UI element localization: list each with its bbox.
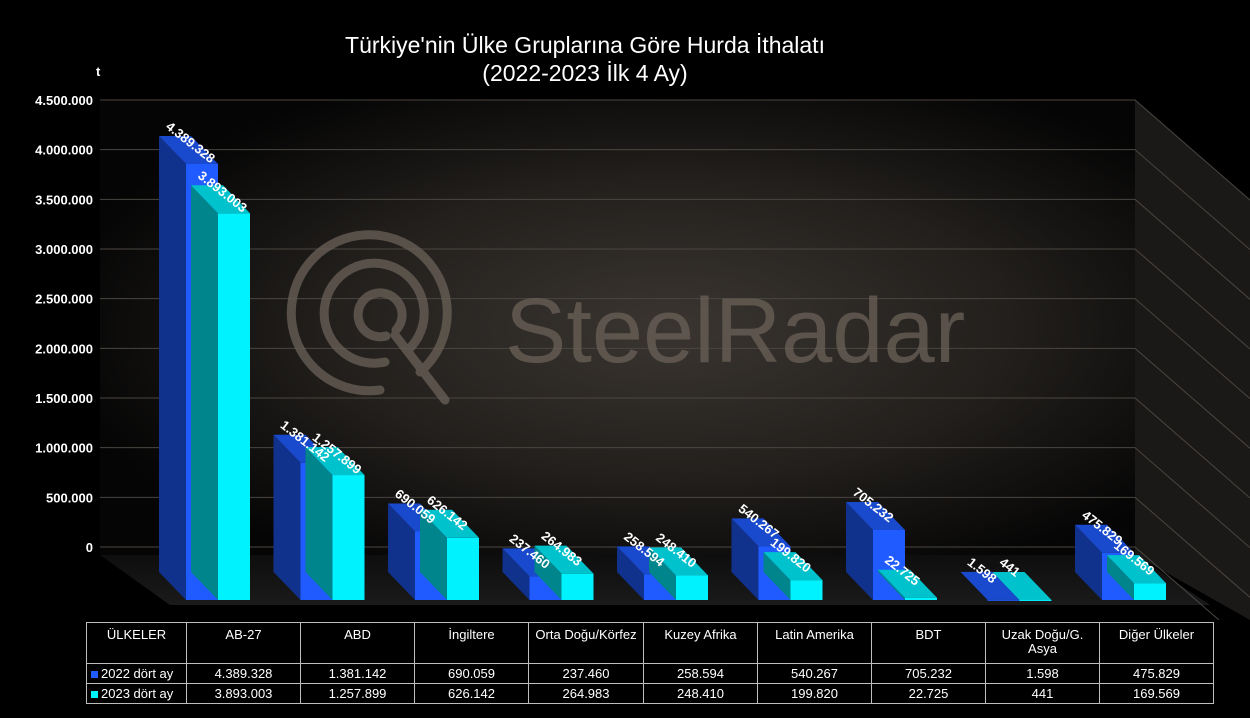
table-row-label: 2022 dört ay [101, 666, 174, 681]
data-table: ÜLKELER AB-27 ABD İngiltere Orta Doğu/Kö… [86, 622, 1214, 704]
gridline [100, 347, 1250, 449]
table-row-header: 2022 dört ay [86, 663, 187, 684]
table-cell: 705.232 [871, 663, 986, 684]
chart-subtitle: (2022-2023 İlk 4 Ay) [482, 60, 687, 86]
table-cell: 626.142 [414, 683, 529, 704]
steelradar-watermark: SteelRadar [286, 230, 965, 405]
table-cell: 199.820 [757, 683, 872, 704]
table-row-header: 2023 dört ay [86, 683, 187, 704]
table-cell: 248.410 [643, 683, 758, 704]
table-cell: 264.983 [528, 683, 644, 704]
table-cell: 1.257.899 [300, 683, 415, 704]
table-cell: 690.059 [414, 663, 529, 684]
table-cell: 475.829 [1099, 663, 1214, 684]
table-col-header: İngiltere [414, 622, 529, 664]
table-cell: 1.381.142 [300, 663, 415, 684]
gridline [100, 149, 1250, 251]
gridline [100, 447, 1250, 549]
bar-2023-7 [992, 571, 1052, 601]
y-tick-label: 2.500.000 [35, 292, 93, 307]
legend-swatch-2022 [91, 671, 98, 679]
bar-2023-0 [191, 185, 250, 600]
gridline [100, 496, 1250, 598]
gridline [100, 198, 1250, 300]
table-cell: 441 [985, 683, 1100, 704]
table-row-label: 2023 dört ay [101, 686, 174, 701]
table-cell: 4.389.328 [186, 663, 301, 684]
table-row-2023: 2023 dört ay 3.893.003 1.257.899 626.142… [86, 683, 1214, 704]
table-col-header: Diğer Ülkeler [1099, 622, 1214, 664]
y-axis-unit: t [96, 64, 101, 79]
chart: SteelRadar 4.500.000 4.000.000 3.500.000 3.… [35, 32, 1250, 620]
table-cell: 1.598 [985, 663, 1100, 684]
radar-logo-icon [286, 230, 452, 405]
bar-2023-4 [649, 547, 708, 600]
bar-2023-6 [878, 569, 937, 600]
y-tick-label: 3.500.000 [35, 192, 93, 207]
chart-title: Türkiye'nin Ülke Gruplarına Göre Hurda İ… [345, 32, 825, 58]
y-tick-label: 0 [86, 540, 93, 555]
y-tick-label: 3.000.000 [35, 242, 93, 257]
table-cell: 258.594 [643, 663, 758, 684]
table-cell: 3.893.003 [186, 683, 301, 704]
y-tick-label: 500.000 [46, 490, 93, 505]
y-tick-label: 1.000.000 [35, 441, 93, 456]
plot-sidewall [1135, 100, 1250, 620]
table-header-label: ÜLKELER [86, 622, 187, 664]
table-col-header: Orta Doğu/Körfez [528, 622, 644, 664]
legend-swatch-2023 [91, 691, 98, 699]
bar-2023-8 [1107, 555, 1166, 600]
table-col-header: Kuzey Afrika [643, 622, 758, 664]
gridline [100, 248, 1250, 350]
table-cell: 540.267 [757, 663, 872, 684]
table-cell: 237.460 [528, 663, 644, 684]
watermark-text: SteelRadar [505, 280, 965, 382]
table-cell: 169.569 [1099, 683, 1214, 704]
table-col-header: ABD [300, 622, 415, 664]
bar-2023-3 [534, 545, 594, 600]
table-col-header: Latin Amerika [757, 622, 872, 664]
y-tick-label: 2.000.000 [35, 341, 93, 356]
gridline [100, 99, 1250, 201]
bar-2023-2 [420, 509, 479, 600]
table-row-2022: 2022 dört ay 4.389.328 1.381.142 690.059… [86, 663, 1214, 684]
bar-2023-1 [305, 447, 365, 600]
plot-backwall [100, 100, 1135, 555]
bar-2022-7 [960, 571, 1020, 601]
table-col-header: AB-27 [186, 622, 301, 664]
bar-2023-5 [763, 552, 823, 600]
table-col-header: BDT [871, 622, 986, 664]
y-tick-label: 4.500.000 [35, 93, 93, 108]
table-col-header: Uzak Doğu/G. Asya [985, 622, 1100, 664]
y-tick-label: 1.500.000 [35, 391, 93, 406]
table-header-row: ÜLKELER AB-27 ABD İngiltere Orta Doğu/Kö… [86, 622, 1214, 664]
y-tick-label: 4.000.000 [35, 143, 93, 158]
bar-2022-6 [846, 501, 905, 600]
table-cell: 22.725 [871, 683, 986, 704]
